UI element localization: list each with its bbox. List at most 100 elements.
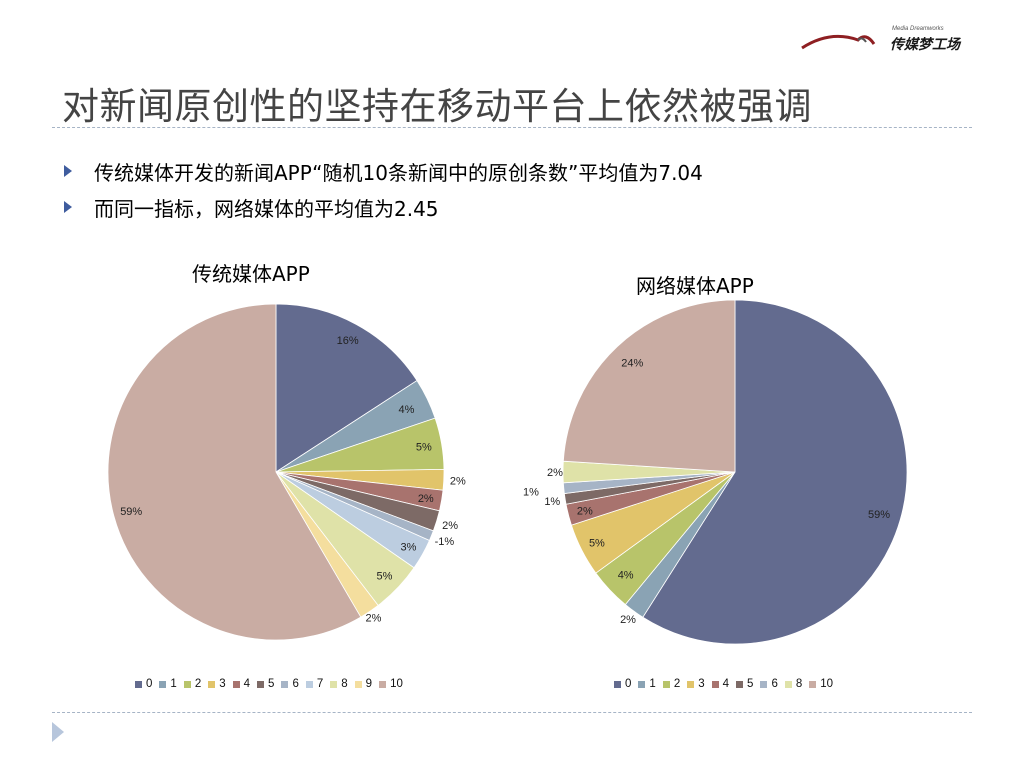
slice-data-label: 59% [120,506,142,518]
legend-item: 0 [614,678,631,690]
legend-swatch [809,680,817,688]
pie-chart-traditional: 16% 4% 5% 2% 2% 2% -1% 3% 5% 2% 59% [107,303,466,641]
legend-swatch [183,680,191,688]
pie-slice-0 [275,303,418,473]
legend-swatch [208,680,216,688]
legend-label: 0 [146,678,153,690]
legend-swatch [760,680,768,688]
bullet-text: 而同一指标，网络媒体的平均值为2.45 [94,196,439,221]
slice-data-label: 5% [589,537,605,549]
logo-text: 传媒梦工场 [890,37,960,53]
slice-data-label: 1% [523,486,539,498]
brand-logo: Media Dreamworks 传媒梦工场 [800,26,970,56]
pie-slice-10 [562,299,736,473]
legend-item: 4 [232,678,251,690]
slice-data-label: 2% [418,493,434,505]
legend-swatch [257,680,265,688]
footer-divider [52,712,972,713]
legend-item: 1 [638,678,656,690]
pie-slice-10 [107,303,362,641]
legend-swatch [305,680,313,688]
legend-item: 6 [281,678,299,690]
slice-data-label: 2% [577,506,593,518]
slice-data-label: 3% [400,542,416,554]
bullet-triangle-icon [64,201,72,213]
next-slide-icon[interactable] [52,722,64,742]
legend-label: 4 [243,678,251,690]
legend-item: 6 [760,678,778,690]
legend-label: 6 [771,678,778,690]
slice-data-label: 2% [442,520,458,532]
pie-chart-network: 59% 2% 4% 5% 2% 1% 1% 2% 24% [523,299,908,645]
legend-label: 2 [673,678,681,690]
legend-label: 8 [341,678,348,690]
legend-item: 2 [662,678,681,690]
legend-item: 3 [687,678,705,690]
slice-data-label: 2% [547,467,563,479]
legend-network: 0 1 2 3 4 5 6 8 10 [614,678,840,690]
legend-label: 8 [795,678,803,690]
legend-label: 10 [390,678,403,690]
legend-item: 1 [159,678,177,690]
legend-swatch [354,680,362,688]
legend-item: 8 [784,678,803,690]
legend-label: 6 [292,678,299,690]
legend-swatch [687,680,695,688]
logo-swoosh-icon [801,34,876,50]
pie-slice-0 [642,299,908,645]
legend-item: 4 [711,678,730,690]
legend-swatch [159,680,167,688]
legend-swatch [330,680,338,688]
slice-data-label: 4% [399,404,415,416]
slice-data-label: 2% [620,614,636,626]
slice-data-label: 16% [337,335,359,347]
legend-item: 9 [354,678,373,690]
legend-label: 3 [219,678,226,690]
slice-data-label: 5% [377,571,393,583]
legend-item: 0 [135,678,152,690]
legend-item: 5 [257,678,274,690]
legend-item: 2 [183,678,202,690]
bullet-text: 传统媒体开发的新闻APP“随机10条新闻中的原创条数”平均值为7.04 [94,160,703,185]
bullet-item: 而同一指标，网络媒体的平均值为2.45 [64,192,703,222]
legend-swatch [379,680,387,688]
bullet-list: 传统媒体开发的新闻APP“随机10条新闻中的原创条数”平均值为7.04 而同一指… [64,156,703,228]
slice-data-label: 4% [618,570,634,582]
slice-data-label: 24% [621,358,643,370]
bullet-triangle-icon [64,165,72,177]
legend-swatch [614,680,621,688]
legend-label: 10 [820,678,834,690]
legend-label: 3 [698,678,705,690]
legend-swatch [711,680,719,688]
legend-item: 10 [809,678,833,690]
legend-traditional: 0 1 2 3 4 5 6 7 8 9 10 [135,678,410,690]
legend-swatch [736,680,744,688]
legend-item: 3 [208,678,226,690]
legend-label: 2 [194,678,202,690]
legend-label: 7 [316,678,324,690]
legend-label: 1 [170,678,177,690]
legend-item: 10 [379,678,403,690]
legend-label: 4 [722,678,730,690]
legend-swatch [784,680,792,688]
legend-swatch [281,680,289,688]
legend-item: 5 [736,678,753,690]
legend-item: 8 [330,678,348,690]
chart-title-traditional: 传统媒体APP [192,262,310,286]
legend-swatch [135,680,142,688]
logo-subtext: Media Dreamworks [892,26,944,32]
legend-label: 1 [649,678,656,690]
legend-swatch [662,680,670,688]
slice-data-label: 2% [450,475,466,487]
slide-title: 对新闻原创性的坚持在移动平台上依然被强调 [62,85,812,128]
legend-label: 9 [365,678,373,690]
legend-item: 7 [305,678,324,690]
legend-label: 5 [268,678,275,690]
slice-data-label: 1% [544,496,560,508]
bullet-item: 传统媒体开发的新闻APP“随机10条新闻中的原创条数”平均值为7.04 [64,156,703,186]
slice-data-label: 2% [366,612,382,624]
title-divider [52,127,972,128]
legend-swatch [232,680,240,688]
slice-data-label: 5% [416,441,432,453]
slice-data-label: -1% [435,536,455,548]
